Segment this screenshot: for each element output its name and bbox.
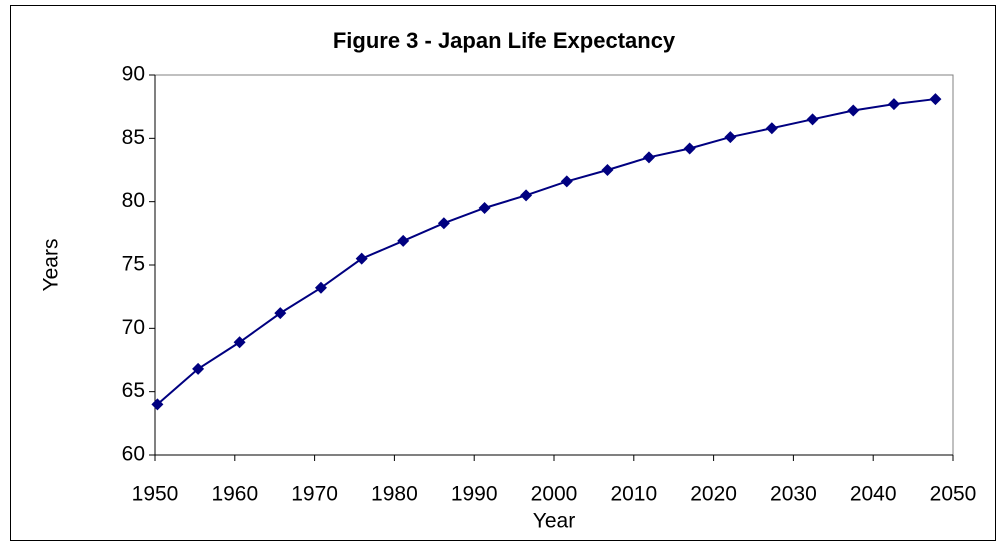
y-tick-label: 90 [122, 63, 145, 86]
x-tick-label: 2030 [770, 483, 817, 506]
data-point [683, 142, 696, 155]
y-tick-label: 85 [122, 126, 145, 149]
y-tick-label: 75 [122, 253, 145, 276]
data-point [397, 234, 410, 247]
y-tick-label: 60 [122, 443, 145, 466]
y-axis-label: Years [40, 239, 63, 292]
data-point [151, 398, 164, 411]
data-point [887, 98, 900, 111]
x-tick-label: 2010 [610, 483, 657, 506]
data-point [233, 336, 246, 349]
data-point [192, 362, 205, 375]
data-point [724, 131, 737, 144]
data-point [560, 175, 573, 188]
x-tick-label: 1990 [451, 483, 498, 506]
y-tick-label: 65 [122, 379, 145, 402]
series-line [156, 98, 936, 406]
data-point [847, 104, 860, 117]
x-tick-label: 2020 [690, 483, 737, 506]
data-point [478, 202, 491, 214]
data-point [765, 122, 778, 135]
x-tick-label: 1950 [132, 483, 179, 506]
data-point [355, 252, 368, 265]
plot-area [154, 74, 954, 456]
x-tick-label: 2000 [531, 483, 578, 506]
x-tick-label: 2040 [850, 483, 897, 506]
data-point [520, 189, 533, 202]
data-point [314, 281, 327, 294]
x-tick-label: 1980 [371, 483, 418, 506]
data-point [437, 217, 450, 230]
data-point [929, 93, 942, 106]
data-point [601, 164, 614, 176]
x-tick-label: 1960 [211, 483, 258, 506]
chart-title: Figure 3 - Japan Life Expectancy [333, 28, 676, 53]
data-point [806, 113, 819, 126]
x-axis-label: Year [533, 510, 575, 533]
x-tick-label: 1970 [291, 483, 338, 506]
x-tick-label: 2050 [930, 483, 977, 506]
data-point [274, 307, 287, 320]
y-tick-label: 70 [122, 316, 145, 339]
y-tick-label: 80 [122, 189, 145, 212]
data-point [642, 151, 655, 164]
